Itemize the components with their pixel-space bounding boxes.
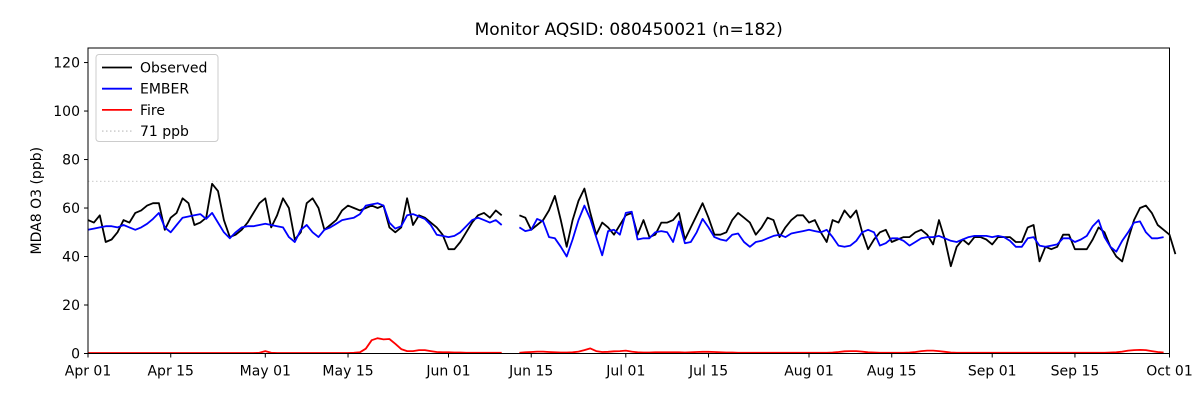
legend-label: 71 ppb <box>140 124 189 140</box>
x-tick-label: Apr 15 <box>147 364 193 380</box>
series-line-fire <box>88 337 1164 354</box>
series-line-ember <box>87 202 1164 258</box>
x-tick-label: Jun 01 <box>425 364 470 380</box>
y-tick-label: 80 <box>62 153 80 169</box>
legend-label: EMBER <box>140 82 189 98</box>
y-tick-label: 120 <box>53 56 80 72</box>
y-axis-label: MDA8 O3 (ppb) <box>29 147 45 255</box>
legend-box <box>95 54 219 142</box>
x-tick-label: Jul 15 <box>688 364 728 380</box>
series-line-observed <box>87 182 1177 268</box>
legend-label: Observed <box>140 61 207 77</box>
x-tick-label: Sep 15 <box>1051 364 1100 380</box>
x-tick-label: Aug 15 <box>867 364 917 380</box>
x-tick-label: Apr 01 <box>65 364 111 380</box>
x-tick-label: Sep 01 <box>968 364 1017 380</box>
y-tick-label: 60 <box>62 201 80 217</box>
x-tick-label: Jul 01 <box>605 364 645 380</box>
x-tick-label: May 01 <box>240 364 291 380</box>
x-tick-label: Oct 01 <box>1146 364 1192 380</box>
y-tick-label: 20 <box>62 298 80 314</box>
legend-label: Fire <box>140 103 165 119</box>
y-tick-label: 0 <box>71 347 80 363</box>
axes-frame <box>87 47 1170 354</box>
chart-title: Monitor AQSID: 080450021 (n=182) <box>475 20 783 40</box>
x-tick-label: May 15 <box>322 364 373 380</box>
plot-area: Apr 01 Apr 15 May 01 May 15 Jun 01 Jun 15 Jul … <box>53 47 1193 380</box>
y-tick-label: 100 <box>53 104 80 120</box>
x-tick-label: Aug 01 <box>784 364 834 380</box>
y-tick-label: 40 <box>62 250 80 266</box>
legend: Observed EMBER Fire 71 ppb <box>95 54 219 142</box>
x-tick-label: Jun 15 <box>508 364 553 380</box>
